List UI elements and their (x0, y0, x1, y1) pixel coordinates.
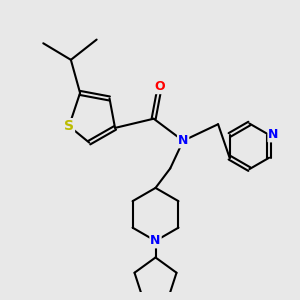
Text: N: N (268, 128, 279, 141)
Text: S: S (64, 119, 74, 133)
Text: O: O (154, 80, 164, 93)
Text: N: N (178, 134, 188, 147)
Text: N: N (150, 234, 161, 248)
